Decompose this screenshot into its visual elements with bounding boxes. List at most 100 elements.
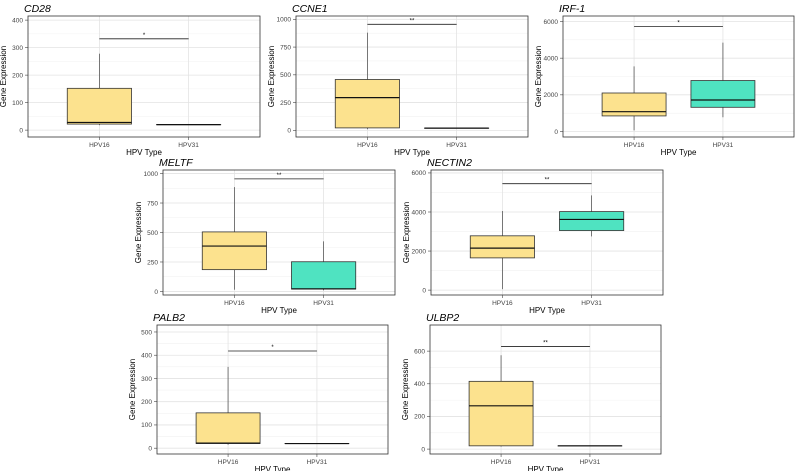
y-tick-label: 250 [280,100,291,107]
panel-title: IRF-1 [559,3,585,15]
box-body [468,380,534,447]
y-tick-label: 400 [141,353,152,360]
box-hpv16 [469,211,535,290]
panel-meltf: 0 250 500 750 1000 ** HPV16 HPV31 HPV Type Gene E… [134,157,396,315]
panel-irf-1: 0 2000 4000 6000 * HPV16 HPV31 HPV Type Gene Exp… [534,3,795,157]
y-tick-label: 0 [19,127,23,134]
box-hpv31 [690,42,756,118]
y-axis-title: Gene Expression [401,359,410,420]
panel-nectin2: 0 2000 4000 6000 ** HPV16 HPV31 HPV Type Gene Ex… [402,157,664,315]
y-tick-label: 2000 [412,248,427,255]
y-tick-label: 200 [414,414,425,421]
box-hpv16 [468,355,534,447]
plot-border [562,15,795,138]
y-tick-label: 2000 [544,92,559,99]
x-tick-label: HPV16 [224,300,245,307]
y-tick-label: 300 [12,45,23,52]
y-tick-label: 200 [141,399,152,406]
significance-label: ** [543,341,548,347]
y-tick-label: 300 [141,376,152,383]
box-body [559,211,625,231]
y-tick-label: 500 [141,329,152,336]
panel-title: NECTIN2 [427,157,472,169]
box-hpv16 [66,53,132,126]
x-tick-label: HPV16 [624,142,645,149]
box-body [334,79,400,129]
y-tick-label: 500 [147,230,158,237]
panel-title: MELTF [159,157,193,169]
y-axis-title: Gene Expression [402,202,411,263]
x-tick-label: HPV16 [491,459,512,466]
plot-border [162,169,396,296]
y-tick-label: 400 [12,17,23,24]
y-tick-label: 750 [147,200,158,207]
y-tick-label: 1000 [144,171,159,178]
panel-title: CCNE1 [292,3,328,15]
plot-background [157,325,388,454]
significance-label: ** [545,178,550,184]
panel-title: CD28 [24,3,51,15]
x-axis-title: HPV Type [529,306,565,315]
box-hpv16 [334,32,400,130]
panel-palb2: 0 100 200 300 400 500 * HPV16 HPV31 HPV Type Gene … [128,312,389,471]
x-axis-title: HPV Type [528,465,564,471]
x-tick-label: HPV31 [178,142,199,149]
y-tick-label: 0 [422,287,426,294]
box-body [291,261,357,290]
x-tick-label: HPV31 [446,142,467,149]
significance-label: * [677,21,680,27]
y-axis-title: Gene Expression [128,359,137,420]
y-tick-label: 400 [414,381,425,388]
y-tick-label: 1000 [277,17,292,24]
y-axis-title: Gene Expression [534,46,543,107]
y-tick-label: 250 [147,259,158,266]
box-hpv31 [291,241,357,291]
plot-border [295,15,529,138]
significance-label: ** [410,18,415,24]
box-body [195,412,261,444]
significance-label: ** [277,173,282,179]
y-tick-label: 100 [141,422,152,429]
panel-ulbp2: 0 200 400 600 ** HPV16 HPV31 HPV Type Gene Expre… [401,312,662,471]
x-axis-title: HPV Type [394,148,430,157]
panel-title: PALB2 [153,312,185,324]
x-axis-title: HPV Type [661,148,697,157]
plot-background [296,16,528,137]
y-axis-title: Gene Expression [134,202,143,263]
y-tick-label: 4000 [412,209,427,216]
plot-border [430,169,664,296]
x-tick-label: HPV16 [89,142,110,149]
y-tick-label: 0 [421,446,425,453]
x-tick-label: HPV31 [581,300,602,307]
box-body [66,87,132,125]
x-tick-label: HPV31 [313,300,334,307]
y-axis-title: Gene Expression [0,46,8,107]
box-hpv16 [195,366,261,445]
box-body [469,235,535,259]
panel-ccne1: 0 250 500 750 1000 ** HPV16 HPV31 HPV Type Gene E… [267,3,529,157]
x-axis-title: HPV Type [261,306,297,315]
box-body [690,80,756,108]
plot-border [27,15,261,138]
box-hpv31 [559,195,625,237]
y-tick-label: 100 [12,100,23,107]
y-tick-label: 0 [554,129,558,136]
y-tick-label: 500 [280,72,291,79]
y-tick-label: 0 [148,445,152,452]
significance-label: * [143,33,146,39]
x-tick-label: HPV31 [307,459,328,466]
panel-title: ULBP2 [426,312,459,324]
box-body [201,231,267,271]
x-tick-label: HPV31 [580,459,601,466]
y-tick-label: 750 [280,44,291,51]
x-axis-title: HPV Type [126,148,162,157]
y-tick-label: 600 [414,348,425,355]
y-tick-label: 0 [154,289,158,296]
y-tick-label: 6000 [412,170,427,177]
panel-cd28: 0 100 200 300 400 * HPV16 HPV31 HPV Type Gene Exp… [0,3,261,157]
y-tick-label: 4000 [544,55,559,62]
plot-border [429,324,662,455]
y-tick-label: 200 [12,72,23,79]
y-tick-label: 6000 [544,19,559,26]
